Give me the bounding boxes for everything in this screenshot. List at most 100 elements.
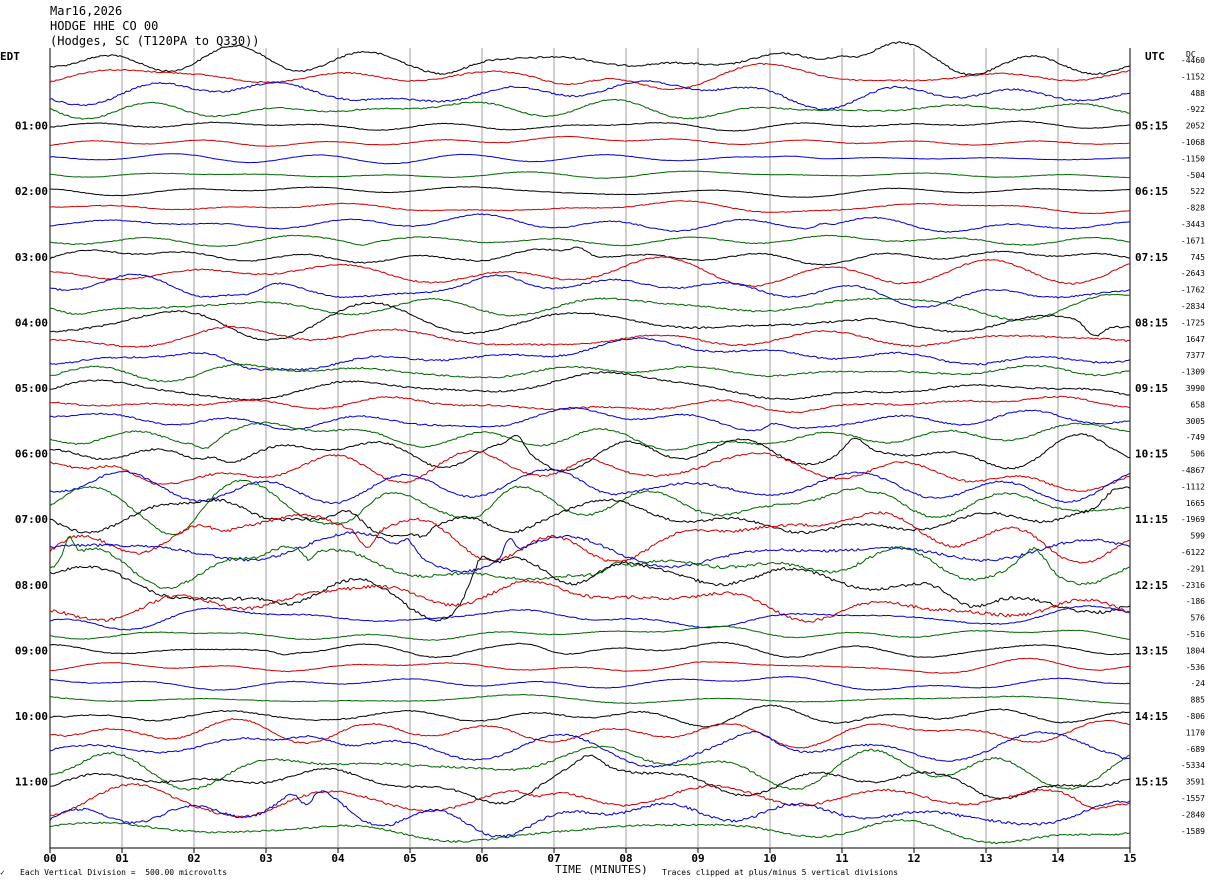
trace-row-14: [49, 273, 1131, 309]
trace-row-40: [50, 704, 1130, 728]
right-hour-label: 05:15: [1135, 120, 1168, 133]
dc-offset-label: -536: [1186, 663, 1205, 672]
trace-row-20: [49, 371, 1131, 401]
trace-row-11: [49, 234, 1131, 247]
trace-row-13: [49, 256, 1130, 287]
left-hour-label: 09:00: [15, 644, 48, 657]
left-hour-label: 03:00: [15, 251, 48, 264]
x-tick-label: 03: [259, 852, 272, 865]
dc-offset-label: -1671: [1181, 236, 1205, 245]
dc-column-label: DC: [1186, 50, 1196, 59]
left-hour-label: 07:00: [15, 513, 48, 526]
trace-row-27: [49, 479, 1131, 536]
dc-offset-label: -186: [1186, 597, 1205, 606]
right-timezone-label: UTC: [1145, 50, 1165, 63]
x-tick-label: 02: [187, 852, 200, 865]
dc-offset-label: -24: [1191, 679, 1206, 688]
trace-row-22: [49, 406, 1131, 432]
x-tick-label: 15: [1123, 852, 1136, 865]
trace-row-8: [49, 186, 1131, 198]
trace-row-41: [49, 717, 1131, 749]
trace-row-34: [49, 605, 1131, 631]
dc-offset-label: -1557: [1181, 794, 1205, 803]
trace-row-37: [49, 657, 1131, 674]
dc-offset-label: -1112: [1181, 482, 1205, 491]
trace-row-45: [49, 782, 1131, 818]
trace-row-24: [50, 433, 1131, 472]
header-station: HODGE HHE CO 00: [50, 19, 159, 33]
trace-row-31: [49, 535, 1131, 590]
trace-row-43: [49, 745, 1131, 791]
trace-row-2: [49, 80, 1131, 111]
dc-offset-label: -1152: [1181, 72, 1205, 81]
dc-offset-label: -2316: [1181, 581, 1205, 590]
dc-offset-label: 7377: [1186, 351, 1205, 360]
dc-offset-label: 506: [1191, 450, 1206, 459]
trace-row-30: [49, 531, 1131, 573]
trace-row-28: [49, 486, 1131, 539]
x-tick-label: 05: [403, 852, 416, 865]
x-tick-label: 09: [691, 852, 704, 865]
right-hour-label: 13:15: [1135, 644, 1168, 657]
header-date: Mar16,2026: [50, 4, 123, 18]
right-hour-label: 10:15: [1135, 448, 1168, 461]
dc-offset-label: 522: [1191, 187, 1206, 196]
right-hour-label: 06:15: [1135, 185, 1168, 198]
dc-offset-label: 745: [1191, 253, 1206, 262]
dc-offset-label: -1309: [1181, 368, 1205, 377]
dc-offset-label: 599: [1191, 532, 1206, 541]
dc-offset-label: 1665: [1186, 499, 1205, 508]
dc-offset-label: 488: [1191, 89, 1206, 98]
trace-row-7: [49, 170, 1131, 179]
trace-row-33: [49, 579, 1131, 623]
x-tick-label: 07: [547, 852, 560, 865]
right-hour-label: 14:15: [1135, 710, 1168, 723]
left-hour-label: 10:00: [15, 710, 48, 723]
trace-row-39: [49, 693, 1130, 705]
trace-row-10: [49, 213, 1131, 233]
clip-note: Traces clipped at plus/minus 5 vertical …: [662, 868, 899, 877]
trace-row-35: [49, 625, 1131, 641]
left-hour-label: 06:00: [15, 448, 48, 461]
dc-offset-label: -291: [1186, 564, 1205, 573]
dc-offset-label: 1170: [1186, 728, 1205, 737]
dc-offset-label: 3591: [1186, 778, 1205, 787]
left-hour-label: 11:00: [15, 776, 48, 789]
trace-row-42: [49, 730, 1131, 768]
trace-row-5: [49, 135, 1131, 147]
dc-offset-label: -2643: [1181, 269, 1205, 278]
trace-row-19: [49, 363, 1131, 383]
x-tick-label: 04: [331, 852, 345, 865]
x-tick-label: 00: [43, 852, 56, 865]
trace-row-3: [49, 98, 1131, 120]
trace-row-25: [49, 449, 1131, 492]
dc-offset-label: 3990: [1186, 384, 1205, 393]
dc-offset-label: -1725: [1181, 318, 1205, 327]
x-axis-label: TIME (MINUTES): [555, 863, 648, 876]
trace-row-29: [49, 511, 1131, 564]
trace-row-4: [49, 120, 1131, 132]
dc-offset-label: 576: [1191, 614, 1206, 623]
trace-row-32: [49, 555, 1131, 622]
right-hour-label: 09:15: [1135, 382, 1168, 395]
dc-offset-label: -4460: [1181, 56, 1205, 65]
header-location: (Hodges, SC (T120PA to Q330)): [50, 34, 260, 48]
right-hour-label: 15:15: [1135, 776, 1168, 789]
trace-row-0: [50, 41, 1131, 76]
dc-offset-label: -504: [1186, 171, 1205, 180]
left-hour-label: 08:00: [15, 579, 48, 592]
dc-offset-label: 2052: [1186, 122, 1205, 131]
dc-offset-label: -4867: [1181, 466, 1205, 475]
dc-offset-label: 658: [1191, 400, 1206, 409]
x-tick-label: 11: [835, 852, 849, 865]
dc-offset-label: -2840: [1181, 810, 1205, 819]
trace-row-1: [49, 62, 1131, 91]
dc-offset-label: -5334: [1181, 761, 1205, 770]
left-hour-label: 02:00: [15, 185, 48, 198]
x-tick-label: 06: [475, 852, 489, 865]
dc-offset-label: -3443: [1181, 220, 1205, 229]
dc-offset-label: -6122: [1181, 548, 1205, 557]
scale-icon: ✓: [0, 868, 5, 877]
dc-offset-label: -806: [1186, 712, 1205, 721]
